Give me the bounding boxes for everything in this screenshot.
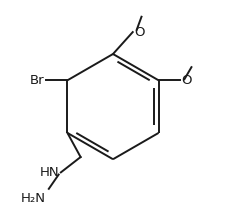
Text: HN: HN (40, 166, 59, 179)
Text: O: O (133, 26, 144, 39)
Text: H₂N: H₂N (20, 192, 45, 205)
Text: O: O (181, 74, 191, 87)
Text: Br: Br (30, 74, 44, 87)
